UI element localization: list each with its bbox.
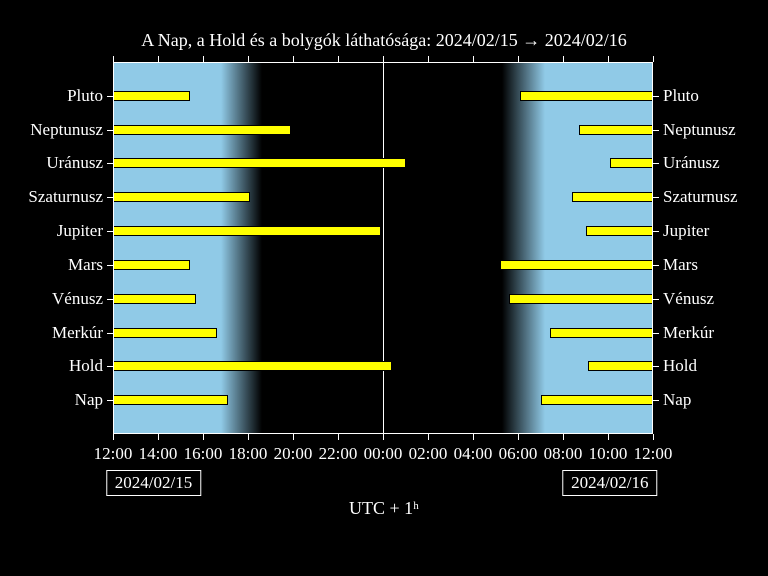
visibility-bar [113,294,196,304]
x-tick [608,434,609,440]
x-tick-label: 02:00 [409,444,448,464]
x-tick [338,434,339,440]
row-label-right: Mars [663,255,698,275]
row-label-left: Jupiter [57,221,103,241]
sky-band [545,62,653,434]
row-label-left: Pluto [67,86,103,106]
x-tick [563,434,564,440]
x-tick-label: 20:00 [274,444,313,464]
visibility-bar [572,192,653,202]
plot-border [652,62,653,434]
x-tick [653,434,654,440]
sky-band [113,62,221,434]
visibility-bar [541,395,654,405]
x-tick [473,434,474,440]
row-label-right: Uránusz [663,153,720,173]
date-box: 2024/02/16 [562,470,657,496]
row-label-right: Jupiter [663,221,709,241]
plot-border [113,62,653,63]
midnight-line [383,62,384,434]
visibility-bar [113,125,291,135]
row-label-left: Merkúr [52,323,103,343]
x-tick-label: 18:00 [229,444,268,464]
x-tick [383,434,384,440]
x-tick-label: 16:00 [184,444,223,464]
y-tick [653,333,659,334]
x-tick-label: 12:00 [634,444,673,464]
x-tick [428,434,429,440]
x-tick-label: 06:00 [499,444,538,464]
visibility-bar [113,91,190,101]
x-tick-label: 04:00 [454,444,493,464]
row-label-left: Nap [75,390,103,410]
x-tick-label: 08:00 [544,444,583,464]
y-tick [653,299,659,300]
sky-band [262,62,503,434]
row-label-right: Pluto [663,86,699,106]
y-tick [653,163,659,164]
x-tick-label: 00:00 [364,444,403,464]
date-box: 2024/02/15 [106,470,201,496]
row-label-right: Merkúr [663,323,714,343]
x-tick [518,434,519,440]
x-tick [203,434,204,440]
row-label-right: Hold [663,356,697,376]
y-tick [653,130,659,131]
x-tick [158,434,159,440]
visibility-bar [579,125,653,135]
row-label-left: Uránusz [46,153,103,173]
plot-border [113,433,653,434]
visibility-bar [500,260,653,270]
y-tick [653,96,659,97]
row-label-right: Nap [663,390,691,410]
visibility-bar [113,328,217,338]
chart-title: A Nap, a Hold és a bolygók láthatósága: … [0,30,768,51]
y-tick [653,231,659,232]
visibility-bar [113,226,381,236]
y-tick [653,265,659,266]
visibility-bar [610,158,653,168]
visibility-bar [520,91,653,101]
visibility-bar [550,328,654,338]
x-tick [113,434,114,440]
visibility-bar [509,294,653,304]
row-label-right: Vénusz [663,289,714,309]
y-tick [653,366,659,367]
sky-band [502,62,545,434]
visibility-bar [113,395,228,405]
x-tick [653,56,654,62]
visibility-bar [113,192,250,202]
row-label-left: Mars [68,255,103,275]
row-label-left: Szaturnusz [28,187,103,207]
visibility-bar [586,226,654,236]
x-tick [293,434,294,440]
row-label-left: Hold [69,356,103,376]
visibility-bar [113,158,406,168]
row-label-right: Neptunusz [663,120,736,140]
visibility-bar [113,260,190,270]
y-tick [653,197,659,198]
row-label-left: Vénusz [52,289,103,309]
x-tick-label: 14:00 [139,444,178,464]
x-tick-label: 12:00 [94,444,133,464]
row-label-left: Neptunusz [30,120,103,140]
visibility-bar [588,361,653,371]
plot-area [113,62,653,434]
visibility-bar [113,361,392,371]
y-tick [653,400,659,401]
x-tick [248,434,249,440]
row-label-right: Szaturnusz [663,187,738,207]
sky-band [221,62,262,434]
x-tick-label: 10:00 [589,444,628,464]
x-axis-label: UTC + 1ʰ [0,498,768,519]
x-tick-label: 22:00 [319,444,358,464]
plot-border [113,62,114,434]
